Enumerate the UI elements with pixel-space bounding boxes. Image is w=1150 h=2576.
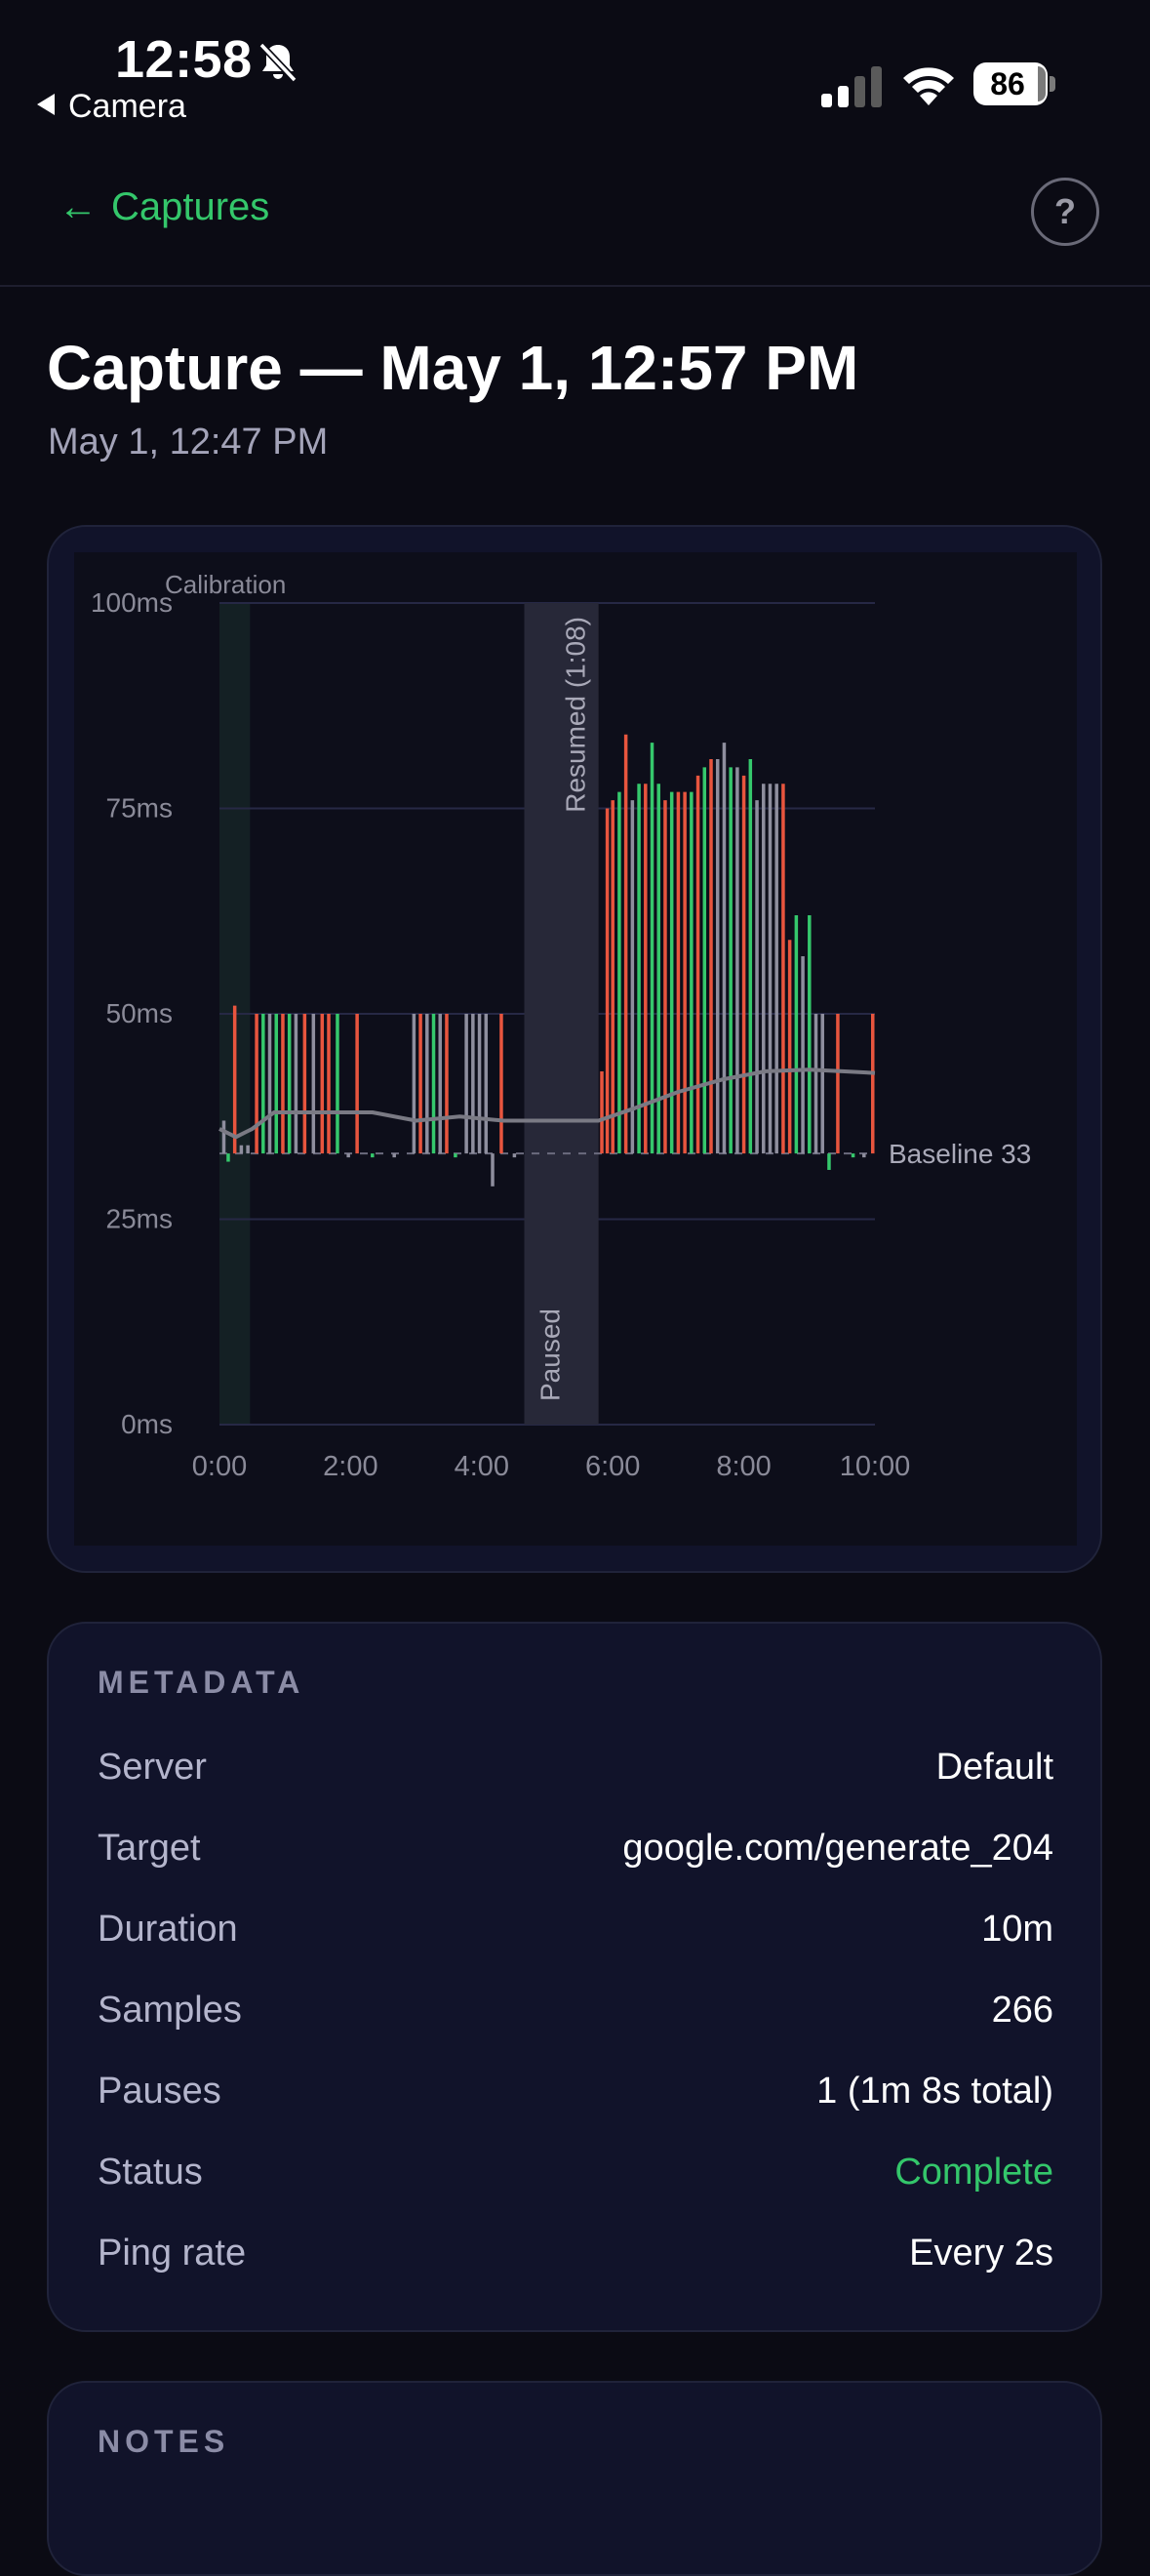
meta-row-duration: Duration 10m — [98, 1909, 1053, 1967]
x-tick-label: 6:00 — [585, 1451, 640, 1482]
meta-row-status: Status Complete — [98, 2152, 1053, 2210]
meta-value: 10m — [981, 1909, 1053, 1950]
meta-row-samples: Samples 266 — [98, 1990, 1053, 2048]
meta-value: 1 (1m 8s total) — [816, 2071, 1053, 2112]
x-tick-label: 4:00 — [455, 1451, 509, 1482]
page-title: Capture — May 1, 12:57 PM — [47, 333, 859, 403]
meta-value: google.com/generate_204 — [622, 1828, 1053, 1869]
meta-label: Status — [98, 2152, 203, 2193]
bell-muted-icon — [258, 42, 297, 83]
y-tick-label: 75ms — [106, 793, 173, 824]
x-tick-label: 2:00 — [323, 1451, 377, 1482]
meta-row-target: Target google.com/generate_204 — [98, 1828, 1053, 1886]
chart-area: Calibration 0ms 25ms 50ms 75ms 100ms 0:00 2:00 4… — [74, 552, 1077, 1546]
meta-label: Ping rate — [98, 2233, 247, 2274]
paused-band — [524, 603, 599, 1425]
back-to-captures-button[interactable]: ← Captures — [59, 185, 269, 229]
meta-value: Default — [935, 1747, 1053, 1788]
page-subtitle: May 1, 12:47 PM — [48, 422, 329, 463]
resumed-label: Resumed (1:08) — [561, 617, 591, 813]
meta-label: Duration — [98, 1909, 238, 1950]
battery-icon: 86 — [973, 62, 1055, 107]
meta-label: Samples — [98, 1990, 242, 2031]
meta-row-ping-rate: Ping rate Every 2s — [98, 2233, 1053, 2291]
y-tick-label: 100ms — [91, 587, 173, 618]
paused-label: Paused — [535, 1308, 565, 1401]
back-to-app-link[interactable]: Camera — [37, 88, 186, 126]
back-triangle-icon — [37, 94, 55, 115]
cellular-signal-icon — [821, 66, 882, 107]
meta-value: Every 2s — [909, 2233, 1053, 2274]
notes-heading: NOTES — [98, 2424, 230, 2459]
battery-percent: 86 — [990, 66, 1025, 101]
meta-row-pauses: Pauses 1 (1m 8s total) — [98, 2071, 1053, 2129]
meta-value: 266 — [991, 1990, 1053, 2031]
y-tick-label: 0ms — [121, 1409, 173, 1439]
meta-label: Target — [98, 1828, 201, 1869]
wifi-icon — [903, 67, 954, 105]
meta-row-server: Server Default — [98, 1747, 1053, 1805]
notes-card: NOTES — [47, 2381, 1102, 2576]
back-button-label: Captures — [111, 185, 270, 228]
metadata-heading: METADATA — [98, 1665, 305, 1700]
status-time: 12:58 — [115, 30, 253, 89]
x-tick-label: 8:00 — [716, 1451, 771, 1482]
meta-label: Pauses — [98, 2071, 221, 2112]
status-bar: 12:58 Camera 86 — [0, 0, 1150, 146]
y-tick-label: 50ms — [106, 998, 173, 1028]
meta-label: Server — [98, 1747, 207, 1788]
latency-chart-card: Calibration 0ms 25ms 50ms 75ms 100ms 0:00 2:00 4… — [47, 525, 1102, 1573]
rolling-average-line — [218, 1067, 876, 1140]
calibration-label: Calibration — [165, 570, 286, 599]
x-tick-label: 10:00 — [840, 1451, 911, 1482]
back-app-label: Camera — [68, 88, 186, 125]
latency-chart: Calibration 0ms 25ms 50ms 75ms 100ms 0:00 2:00 4… — [91, 570, 1031, 1482]
arrow-left-icon: ← — [59, 185, 98, 228]
status-complete-value: Complete — [894, 2152, 1053, 2193]
y-tick-label: 25ms — [106, 1204, 173, 1234]
nav-bar: ← Captures ? — [0, 156, 1150, 287]
help-button[interactable]: ? — [1031, 178, 1099, 246]
baseline-label: Baseline 33 — [889, 1139, 1031, 1169]
metadata-card: METADATA Server Default Target google.co… — [47, 1622, 1102, 2332]
x-tick-label: 0:00 — [192, 1451, 247, 1482]
